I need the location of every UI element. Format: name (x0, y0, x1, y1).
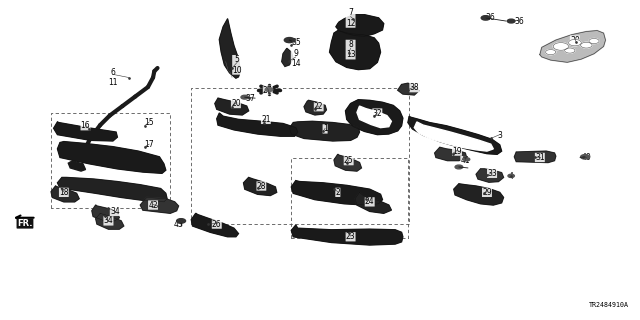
Circle shape (580, 155, 589, 159)
Text: 29: 29 (482, 188, 492, 197)
Polygon shape (220, 19, 241, 78)
Circle shape (463, 158, 470, 161)
Polygon shape (476, 169, 504, 182)
Polygon shape (346, 100, 403, 135)
Polygon shape (515, 151, 556, 163)
Text: 43: 43 (173, 220, 184, 228)
Polygon shape (68, 161, 86, 171)
Text: 31: 31 (535, 153, 545, 162)
Circle shape (177, 219, 186, 223)
Text: 6
11: 6 11 (108, 68, 118, 87)
Circle shape (265, 88, 273, 92)
Text: 40: 40 (582, 153, 591, 162)
Text: 41: 41 (460, 156, 470, 165)
Text: 22: 22 (314, 102, 323, 111)
Text: 18: 18 (59, 188, 68, 197)
Polygon shape (330, 31, 381, 69)
Text: 7
12: 7 12 (346, 8, 355, 28)
Polygon shape (92, 205, 119, 221)
Text: 8
13: 8 13 (346, 40, 355, 59)
Text: 21: 21 (261, 115, 271, 124)
Circle shape (564, 48, 575, 53)
Polygon shape (58, 142, 166, 173)
Text: 20: 20 (231, 99, 241, 108)
Text: 32: 32 (372, 108, 382, 117)
Text: 4: 4 (509, 172, 514, 181)
Text: 34: 34 (110, 207, 120, 216)
Circle shape (568, 39, 581, 46)
Polygon shape (140, 197, 179, 213)
Text: 15: 15 (145, 118, 154, 127)
Circle shape (580, 42, 592, 48)
Polygon shape (397, 83, 419, 95)
Circle shape (284, 37, 294, 43)
Polygon shape (291, 180, 383, 205)
Polygon shape (454, 184, 504, 205)
Polygon shape (191, 213, 239, 237)
Text: 3: 3 (497, 131, 502, 140)
Text: 38: 38 (410, 83, 419, 92)
Circle shape (508, 19, 515, 23)
Polygon shape (408, 116, 502, 154)
Text: 27: 27 (263, 86, 273, 95)
Polygon shape (217, 113, 298, 136)
Text: 25: 25 (344, 156, 353, 165)
Text: 37: 37 (245, 94, 255, 103)
Text: 19: 19 (452, 147, 462, 156)
Text: 1: 1 (323, 124, 328, 133)
Polygon shape (334, 154, 362, 171)
Text: 16: 16 (81, 121, 90, 130)
Polygon shape (54, 122, 117, 141)
Text: 34: 34 (104, 216, 113, 225)
Text: 23: 23 (346, 232, 355, 241)
Text: 26: 26 (212, 220, 221, 228)
Text: 30: 30 (570, 36, 580, 44)
Text: 9
14: 9 14 (291, 49, 301, 68)
Text: 2: 2 (335, 188, 340, 197)
Polygon shape (304, 100, 326, 115)
Circle shape (553, 43, 568, 50)
Circle shape (508, 174, 515, 178)
Circle shape (241, 95, 248, 99)
Text: 17: 17 (145, 140, 154, 149)
Polygon shape (244, 178, 276, 196)
Text: 36: 36 (486, 13, 495, 22)
Text: 5
10: 5 10 (232, 55, 242, 75)
Text: 33: 33 (487, 169, 497, 178)
Polygon shape (51, 186, 79, 202)
Text: TR2484910A: TR2484910A (589, 301, 629, 308)
Circle shape (455, 165, 463, 169)
Polygon shape (289, 121, 360, 141)
Circle shape (545, 50, 556, 55)
Polygon shape (357, 106, 392, 128)
Polygon shape (336, 15, 384, 36)
Text: 24: 24 (365, 197, 374, 206)
Polygon shape (540, 31, 605, 62)
Text: FR.: FR. (17, 219, 33, 228)
Polygon shape (215, 98, 248, 115)
Polygon shape (58, 178, 167, 202)
Text: 36: 36 (514, 17, 524, 26)
Text: 35: 35 (291, 38, 301, 47)
Text: 28: 28 (257, 181, 266, 190)
Polygon shape (291, 225, 403, 245)
Polygon shape (414, 122, 493, 151)
Polygon shape (435, 147, 467, 161)
Polygon shape (355, 192, 392, 213)
Text: 42: 42 (148, 201, 158, 210)
Polygon shape (96, 213, 124, 229)
Circle shape (589, 38, 599, 44)
Circle shape (481, 16, 490, 20)
Polygon shape (282, 48, 293, 67)
